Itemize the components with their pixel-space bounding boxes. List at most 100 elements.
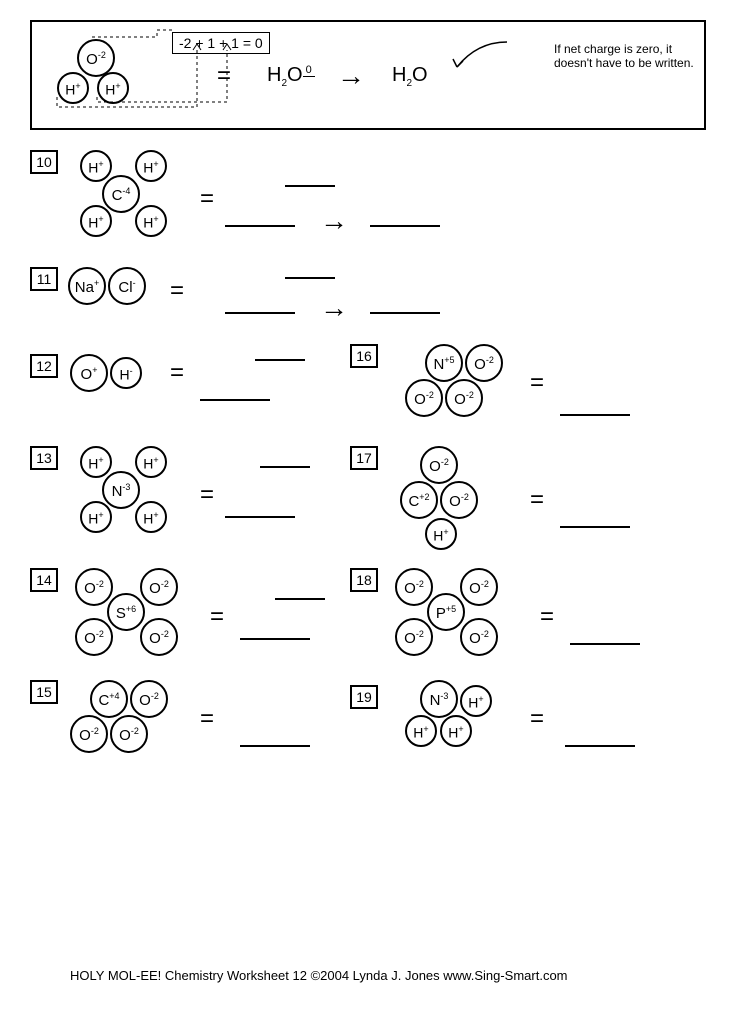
atom: O-2 bbox=[405, 379, 443, 417]
problem-13-17: 13 H+ H+ N-3 H+ H+ = 17 O-2 C+2 O-2 H+ = bbox=[30, 446, 706, 556]
formula-h2o-final: H2O bbox=[392, 64, 428, 89]
atom: H+ bbox=[80, 150, 112, 182]
equals: = bbox=[530, 486, 544, 514]
atom: O-2 bbox=[140, 618, 178, 656]
question-number: 19 bbox=[350, 685, 378, 709]
atom: N-3 bbox=[102, 471, 140, 509]
question-number: 17 bbox=[350, 446, 378, 470]
blank[interactable] bbox=[240, 638, 310, 640]
problem-12-16: 12 O+ H- = 16 N+5 O-2 O-2 O-2 = bbox=[30, 344, 706, 434]
atom: O-2 bbox=[440, 481, 478, 519]
atom: O-2 bbox=[395, 568, 433, 606]
atom: H- bbox=[110, 357, 142, 389]
worksheet-page: O-2 H+ H+ -2 + 1 + 1 = 0 = H2O0 → H2O If… bbox=[0, 0, 736, 812]
footer-text: HOLY MOL-EE! Chemistry Worksheet 12 ©200… bbox=[70, 968, 568, 983]
arrow-icon: → bbox=[337, 60, 365, 92]
atom: Na+ bbox=[68, 267, 106, 305]
blank[interactable] bbox=[565, 745, 635, 747]
blank[interactable] bbox=[260, 466, 310, 468]
equals: = bbox=[170, 359, 184, 387]
equals: = bbox=[200, 705, 214, 733]
arrow-icon: → bbox=[320, 292, 348, 324]
problem-11: 11 Na+ Cl- = → bbox=[30, 262, 706, 332]
blank[interactable] bbox=[560, 526, 630, 528]
atom: H+ bbox=[135, 205, 167, 237]
molecule: H+ H+ N-3 H+ H+ bbox=[70, 446, 190, 536]
blank[interactable] bbox=[285, 277, 335, 279]
molecule: Na+ Cl- bbox=[68, 262, 168, 312]
atom: O-2 bbox=[140, 568, 178, 606]
blank[interactable] bbox=[225, 225, 295, 227]
blank[interactable] bbox=[255, 359, 305, 361]
note-text: If net charge is zero, it doesn't have t… bbox=[554, 42, 694, 70]
blank[interactable] bbox=[275, 598, 325, 600]
example-molecule: O-2 H+ H+ bbox=[52, 34, 152, 114]
atom: C-4 bbox=[102, 175, 140, 213]
atom: O-2 bbox=[445, 379, 483, 417]
atom: O-2 bbox=[465, 344, 503, 382]
atom: O-2 bbox=[460, 618, 498, 656]
atom: O-2 bbox=[110, 715, 148, 753]
atom: H+ bbox=[460, 685, 492, 717]
example-box: O-2 H+ H+ -2 + 1 + 1 = 0 = H2O0 → H2O If… bbox=[30, 20, 706, 130]
atom: H+ bbox=[80, 446, 112, 478]
question-number: 15 bbox=[30, 680, 58, 704]
formula-h2o: H2O0 bbox=[267, 64, 315, 89]
blank[interactable] bbox=[225, 312, 295, 314]
atom: N+5 bbox=[425, 344, 463, 382]
equals: = bbox=[210, 603, 224, 631]
molecule: O+ H- bbox=[70, 354, 160, 404]
blank[interactable] bbox=[370, 312, 440, 314]
blank[interactable] bbox=[240, 745, 310, 747]
blank[interactable] bbox=[200, 399, 270, 401]
atom: S+6 bbox=[107, 593, 145, 631]
blank[interactable] bbox=[570, 643, 640, 645]
atom: O-2 bbox=[70, 715, 108, 753]
blank[interactable] bbox=[560, 414, 630, 416]
atom: Cl- bbox=[108, 267, 146, 305]
atom-h: H+ bbox=[97, 72, 129, 104]
blank[interactable] bbox=[285, 185, 335, 187]
atom: H+ bbox=[135, 150, 167, 182]
atom: H+ bbox=[425, 518, 457, 550]
molecule: N+5 O-2 O-2 O-2 bbox=[400, 344, 520, 434]
atom: H+ bbox=[135, 446, 167, 478]
equals: = bbox=[217, 62, 231, 90]
atom: H+ bbox=[405, 715, 437, 747]
atom: O+ bbox=[70, 354, 108, 392]
molecule: O-2 O-2 S+6 O-2 O-2 bbox=[70, 568, 200, 658]
molecule: O-2 C+2 O-2 H+ bbox=[400, 446, 520, 556]
atom: H+ bbox=[80, 501, 112, 533]
question-number: 18 bbox=[350, 568, 378, 592]
question-number: 12 bbox=[30, 354, 58, 378]
molecule: H+ H+ C-4 H+ H+ bbox=[70, 150, 190, 240]
atom: H+ bbox=[135, 501, 167, 533]
atom: O-2 bbox=[130, 680, 168, 718]
equals: = bbox=[200, 481, 214, 509]
curve-arrow-icon bbox=[447, 37, 517, 77]
problem-15-19: 15 C+4 O-2 O-2 O-2 = 19 N-3 H+ H+ H+ = bbox=[30, 680, 706, 780]
question-number: 16 bbox=[350, 344, 378, 368]
blank[interactable] bbox=[225, 516, 295, 518]
molecule: O-2 O-2 P+5 O-2 O-2 bbox=[390, 568, 520, 658]
arrow-icon: → bbox=[320, 205, 348, 237]
atom: O-2 bbox=[75, 618, 113, 656]
blank[interactable] bbox=[370, 225, 440, 227]
atom: N-3 bbox=[420, 680, 458, 718]
equals: = bbox=[540, 603, 554, 631]
equals: = bbox=[530, 705, 544, 733]
equals: = bbox=[170, 277, 184, 305]
atom: C+2 bbox=[400, 481, 438, 519]
atom: H+ bbox=[440, 715, 472, 747]
problem-14-18: 14 O-2 O-2 S+6 O-2 O-2 = 18 O-2 O-2 P+5 … bbox=[30, 568, 706, 668]
atom: O-2 bbox=[460, 568, 498, 606]
equals: = bbox=[200, 185, 214, 213]
atom: P+5 bbox=[427, 593, 465, 631]
equals: = bbox=[530, 369, 544, 397]
question-number: 14 bbox=[30, 568, 58, 592]
atom-h: H+ bbox=[57, 72, 89, 104]
molecule: N-3 H+ H+ H+ bbox=[400, 680, 520, 770]
atom: H+ bbox=[80, 205, 112, 237]
question-number: 11 bbox=[30, 267, 58, 291]
problem-10: 10 H+ H+ C-4 H+ H+ = → bbox=[30, 150, 706, 250]
